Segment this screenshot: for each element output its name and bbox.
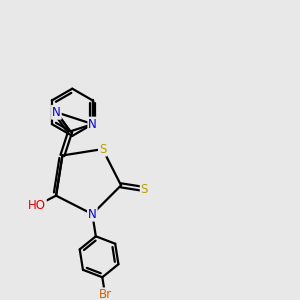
Text: HO: HO [28, 199, 46, 212]
Text: Br: Br [98, 288, 112, 300]
Text: N: N [52, 106, 61, 119]
Text: S: S [141, 183, 148, 196]
Text: N: N [88, 208, 97, 220]
Text: S: S [99, 142, 106, 156]
Text: N: N [88, 118, 97, 130]
